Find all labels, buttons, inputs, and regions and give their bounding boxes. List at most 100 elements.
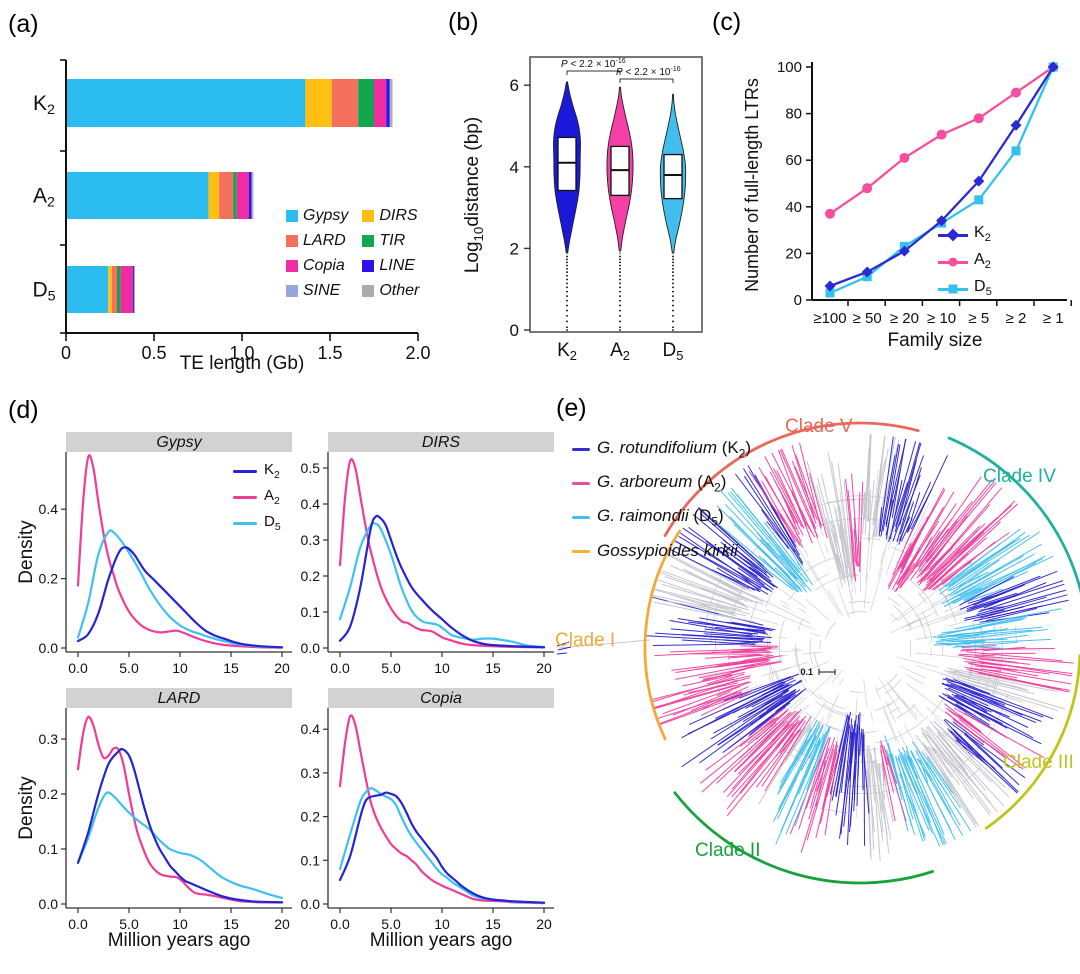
panel-b-label: (b) — [448, 8, 479, 36]
svg-text:60: 60 — [785, 152, 802, 169]
svg-text:20: 20 — [536, 916, 552, 932]
svg-text:P < 2.2 × 10-16: P < 2.2 × 10-16 — [616, 66, 681, 78]
svg-text:5.0: 5.0 — [381, 660, 401, 676]
te-length-chart: K2 A2 D5 0 0.5 1.0 1.5 2.0 — [32, 59, 431, 363]
legend-label: G. raimondii (D5) — [597, 505, 724, 529]
d-y-axis-label-row1: Density — [16, 520, 37, 584]
svg-text:DIRS: DIRS — [422, 434, 461, 451]
te-legend-item-lard: LARD — [286, 232, 348, 250]
svg-text:40: 40 — [785, 199, 802, 216]
te-legend-label: DIRS — [379, 207, 418, 224]
density-legend-item-D5: D5 — [233, 510, 281, 536]
svg-text:0.1: 0.1 — [301, 852, 321, 868]
legend-line — [572, 549, 590, 553]
ltr-legend-item-D5: D5 — [938, 275, 992, 302]
tree-branches — [646, 434, 1074, 862]
d-y-axis-label-row2: Density — [16, 776, 37, 840]
legend-marker — [948, 284, 958, 293]
phylogenetic-tree: 0.1 — [556, 421, 1080, 885]
svg-text:4: 4 — [510, 158, 519, 177]
svg-text:0.4: 0.4 — [39, 501, 59, 517]
svg-text:10: 10 — [172, 916, 188, 932]
svg-text:100: 100 — [777, 59, 802, 76]
svg-text:1.0: 1.0 — [229, 343, 254, 363]
legend-label: G. arboreum (A2) — [597, 471, 727, 495]
density-legend-item-A2: A2 — [233, 484, 281, 510]
svg-text:0: 0 — [794, 292, 802, 309]
te-legend-label: Copia — [303, 257, 345, 274]
svg-text:A2: A2 — [610, 340, 630, 363]
svg-text:0: 0 — [510, 321, 519, 340]
bar-K2 — [66, 79, 393, 127]
te-legend-swatch — [286, 235, 298, 247]
te-legend-swatch — [286, 210, 298, 222]
svg-text:≥100: ≥100 — [813, 310, 846, 327]
svg-text:≥ 2: ≥ 2 — [1006, 310, 1027, 327]
legend-line — [233, 521, 257, 525]
te-legend-item-copia: Copia — [286, 257, 348, 275]
te-legend-label: Other — [379, 282, 420, 299]
svg-text:2: 2 — [510, 239, 519, 258]
svg-text:80: 80 — [785, 106, 802, 123]
density-series-legend: K2 A2 D5 — [233, 458, 281, 536]
svg-text:≥ 1: ≥ 1 — [1043, 310, 1064, 327]
clade-label-clade-iv: Clade IV — [983, 466, 1056, 487]
clade-arcs — [643, 421, 1080, 885]
svg-text:1.5: 1.5 — [317, 343, 342, 363]
insertion-density-charts: Gypsy 0.0 0.2 0.4 0.0 5.0 10 15 20 DIRS 0.0 0.1 0.2 0… — [39, 432, 554, 932]
svg-text:0.4: 0.4 — [301, 496, 321, 512]
tree-legend-item-2: G. arboreum (A2) — [572, 466, 751, 500]
ltr-series-legend: K2 A2 D5 — [938, 221, 992, 302]
svg-text:10: 10 — [434, 660, 450, 676]
legend-line — [572, 481, 590, 485]
svg-text:≥ 50: ≥ 50 — [853, 310, 882, 327]
te-legend-swatch — [362, 285, 375, 297]
square-marker-icon — [938, 282, 968, 296]
svg-text:2.0: 2.0 — [405, 343, 430, 363]
te-legend-item-gypsy: Gypsy — [286, 207, 348, 225]
series-K2 — [824, 61, 1059, 292]
log-distance-violin-chart: 0 2 4 6 P < 2.2 × 10-16P < 2.2 × 10-16 K2 A2 D5 — [510, 56, 703, 363]
svg-text:0.0: 0.0 — [39, 896, 59, 912]
svg-text:0.5: 0.5 — [301, 460, 321, 476]
svg-text:≥ 20: ≥ 20 — [890, 310, 919, 327]
svg-text:0.2: 0.2 — [301, 568, 321, 584]
te-legend-item-other: Other — [362, 282, 419, 300]
legend-line — [233, 495, 257, 499]
tree-legend-item-3: G. raimondii (D5) — [572, 500, 751, 534]
legend-marker — [948, 257, 958, 266]
legend-line — [572, 515, 590, 519]
svg-text:0.1: 0.1 — [301, 604, 321, 620]
svg-text:0.0: 0.0 — [330, 916, 350, 932]
clade-label-clade-i: Clade I — [555, 630, 616, 651]
svg-text:0.2: 0.2 — [39, 786, 59, 802]
te-legend-item-sine: SINE — [286, 282, 348, 300]
density-subplot-lard: LARD 0.0 0.1 0.2 0.3 0.0 5.0 10 15 20 — [39, 688, 292, 932]
svg-text:10: 10 — [172, 660, 188, 676]
te-legend-swatch — [286, 285, 298, 297]
svg-text:K2: K2 — [33, 92, 55, 118]
bar-D5 — [66, 266, 135, 313]
svg-text:Gypsy: Gypsy — [156, 434, 202, 451]
legend-label: K2 — [264, 461, 280, 481]
legend-line — [233, 469, 257, 473]
svg-text:20: 20 — [274, 916, 290, 932]
panel-d-label: (d) — [8, 396, 39, 424]
svg-text:K2: K2 — [557, 340, 577, 363]
svg-text:0.5: 0.5 — [141, 343, 166, 363]
legend-line — [572, 447, 590, 451]
legend-label: D5 — [264, 513, 281, 533]
svg-text:0.0: 0.0 — [301, 640, 321, 656]
svg-text:0.1: 0.1 — [800, 667, 813, 677]
panel-e-label: (e) — [556, 394, 587, 422]
svg-text:20: 20 — [785, 245, 802, 262]
legend-label: A2 — [264, 487, 280, 507]
svg-text:0.0: 0.0 — [301, 896, 321, 912]
violin-K2 — [553, 81, 581, 331]
svg-text:15: 15 — [223, 660, 239, 676]
svg-text:0.0: 0.0 — [68, 916, 88, 932]
svg-text:0.0: 0.0 — [39, 640, 59, 656]
svg-text:0.3: 0.3 — [39, 731, 59, 747]
te-legend-label: SINE — [303, 282, 341, 299]
te-legend-label: LINE — [379, 257, 415, 274]
